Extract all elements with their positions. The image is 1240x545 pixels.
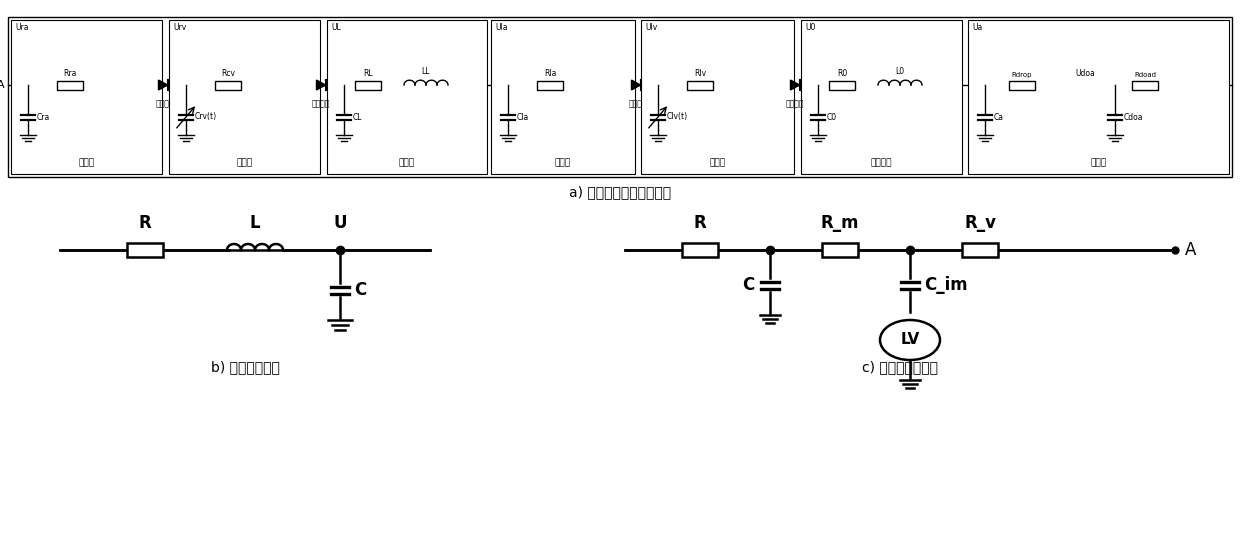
Bar [822, 243, 858, 257]
Text: LV: LV [900, 332, 920, 348]
Text: 右心室: 右心室 [237, 159, 253, 167]
Bar [11, 20, 162, 174]
Text: Clv(t): Clv(t) [667, 112, 688, 122]
Bar [830, 81, 856, 89]
Text: C_im: C_im [924, 276, 967, 294]
Text: 主动脉瓣: 主动脉瓣 [786, 99, 805, 108]
Text: 三尖瓣: 三尖瓣 [156, 99, 170, 108]
Text: R_m: R_m [821, 214, 859, 232]
Text: U: U [334, 214, 347, 232]
Text: Ula: Ula [495, 23, 507, 32]
Polygon shape [316, 80, 325, 90]
Text: Rra: Rra [63, 69, 77, 78]
Bar [641, 20, 794, 174]
Text: L0: L0 [895, 67, 904, 76]
Bar [687, 81, 713, 89]
Bar [327, 20, 487, 174]
Text: 右心房: 右心房 [78, 159, 94, 167]
Bar [1132, 81, 1158, 89]
Text: 肺动脉: 肺动脉 [399, 159, 415, 167]
Text: 左心室: 左心室 [709, 159, 725, 167]
Bar [7, 17, 1233, 177]
Bar [126, 243, 162, 257]
Text: Rlv: Rlv [694, 69, 706, 78]
Text: 肺动脉瓣: 肺动脉瓣 [311, 99, 330, 108]
Text: C: C [742, 276, 754, 294]
Text: LL: LL [422, 67, 430, 76]
Bar [537, 81, 563, 89]
Bar [968, 20, 1229, 174]
Text: CL: CL [353, 112, 362, 122]
Text: A: A [0, 80, 5, 90]
Text: R0: R0 [837, 69, 847, 78]
Polygon shape [631, 80, 641, 90]
Text: L: L [249, 214, 260, 232]
Text: c) 冠脉后负荷部分: c) 冠脉后负荷部分 [862, 360, 937, 374]
Ellipse shape [880, 320, 940, 360]
Text: R: R [139, 214, 151, 232]
Bar [962, 243, 998, 257]
Text: RL: RL [363, 69, 373, 78]
Text: Cdoa: Cdoa [1123, 112, 1143, 122]
Text: Udoa: Udoa [1075, 69, 1095, 78]
Bar [57, 81, 83, 89]
Text: Ulv: Ulv [645, 23, 657, 32]
Text: Ura: Ura [15, 23, 29, 32]
Bar [682, 243, 718, 257]
Polygon shape [159, 80, 167, 90]
Text: Rcv: Rcv [221, 69, 236, 78]
Text: Rla: Rla [544, 69, 557, 78]
Text: a) 心脏模块和大动脉模块: a) 心脏模块和大动脉模块 [569, 185, 671, 199]
Text: Urv: Urv [174, 23, 186, 32]
Text: UL: UL [331, 23, 341, 32]
Bar [355, 81, 381, 89]
Text: C: C [353, 281, 366, 299]
Text: Crv(t): Crv(t) [195, 112, 217, 122]
Text: Ca: Ca [994, 112, 1004, 122]
Bar [169, 20, 320, 174]
Text: 二尖瓣: 二尖瓣 [629, 99, 642, 108]
Text: Cra: Cra [37, 112, 51, 122]
Text: b) 冠脉血管部分: b) 冠脉血管部分 [211, 360, 279, 374]
Text: R_v: R_v [963, 214, 996, 232]
Text: U0: U0 [805, 23, 816, 32]
Bar [1009, 81, 1035, 89]
Text: Rdrop: Rdrop [1012, 72, 1032, 78]
Text: Rdoad: Rdoad [1135, 72, 1156, 78]
Bar [801, 20, 962, 174]
Text: R: R [693, 214, 707, 232]
Text: 左心房: 左心房 [556, 159, 572, 167]
Text: Cla: Cla [517, 112, 529, 122]
Polygon shape [791, 80, 800, 90]
Text: A: A [1185, 241, 1197, 259]
Bar [215, 81, 241, 89]
Bar [491, 20, 635, 174]
Text: 大动脉: 大动脉 [1090, 159, 1106, 167]
Text: 升主动脉: 升主动脉 [870, 159, 893, 167]
Text: Ua: Ua [972, 23, 982, 32]
Text: C0: C0 [827, 112, 837, 122]
